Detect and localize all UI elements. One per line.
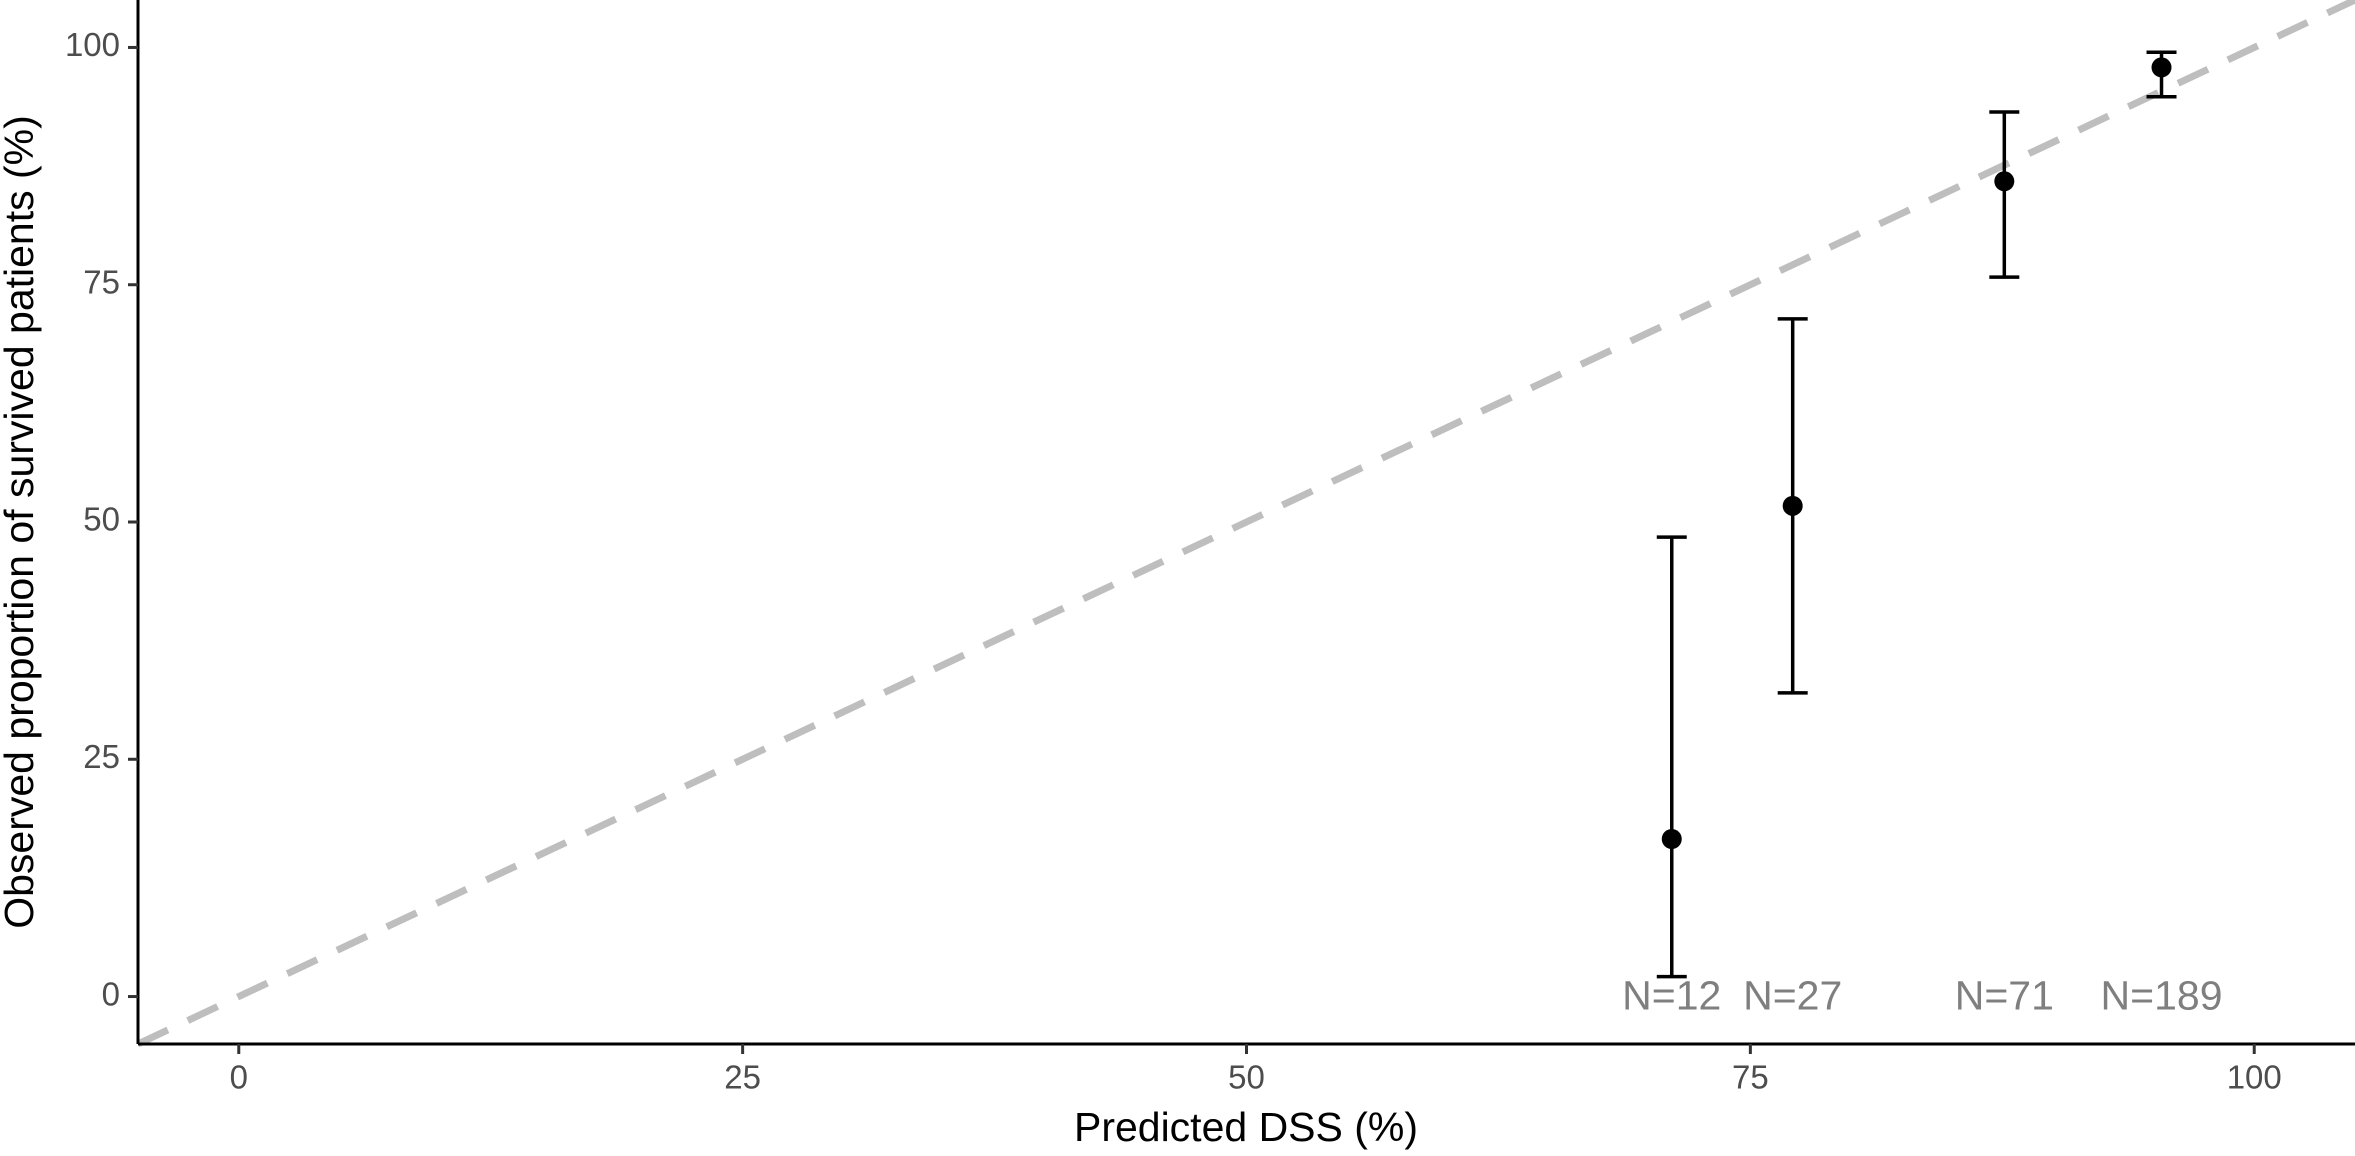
reference-line [136,0,2355,1048]
point [1661,828,1682,849]
point-label: N=12 [1622,972,1721,1018]
y-tick-label: 0 [102,975,120,1012]
y-tick-label: 50 [83,501,120,538]
y-axis-title: Observed proportion of survived patients… [0,115,42,929]
x-axis-title: Predicted DSS (%) [1074,1104,1418,1150]
y-tick-label: 25 [83,738,120,775]
x-tick-label: 25 [724,1059,761,1096]
point [1994,171,2015,192]
x-tick-label: 75 [1732,1059,1769,1096]
x-tick-label: 0 [230,1059,248,1096]
x-tick-label: 100 [2227,1059,2282,1096]
x-tick-label: 50 [1228,1059,1265,1096]
point [2151,57,2172,78]
point-label: N=27 [1743,972,1842,1018]
y-tick-label: 75 [83,263,120,300]
y-tick-label: 100 [65,26,120,63]
point-label: N=189 [2101,972,2223,1018]
point-label: N=71 [1955,972,2054,1018]
point [1782,495,1803,516]
